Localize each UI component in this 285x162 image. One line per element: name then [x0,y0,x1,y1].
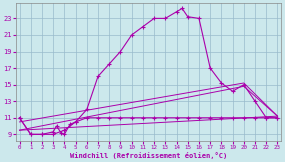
X-axis label: Windchill (Refroidissement éolien,°C): Windchill (Refroidissement éolien,°C) [70,151,227,159]
